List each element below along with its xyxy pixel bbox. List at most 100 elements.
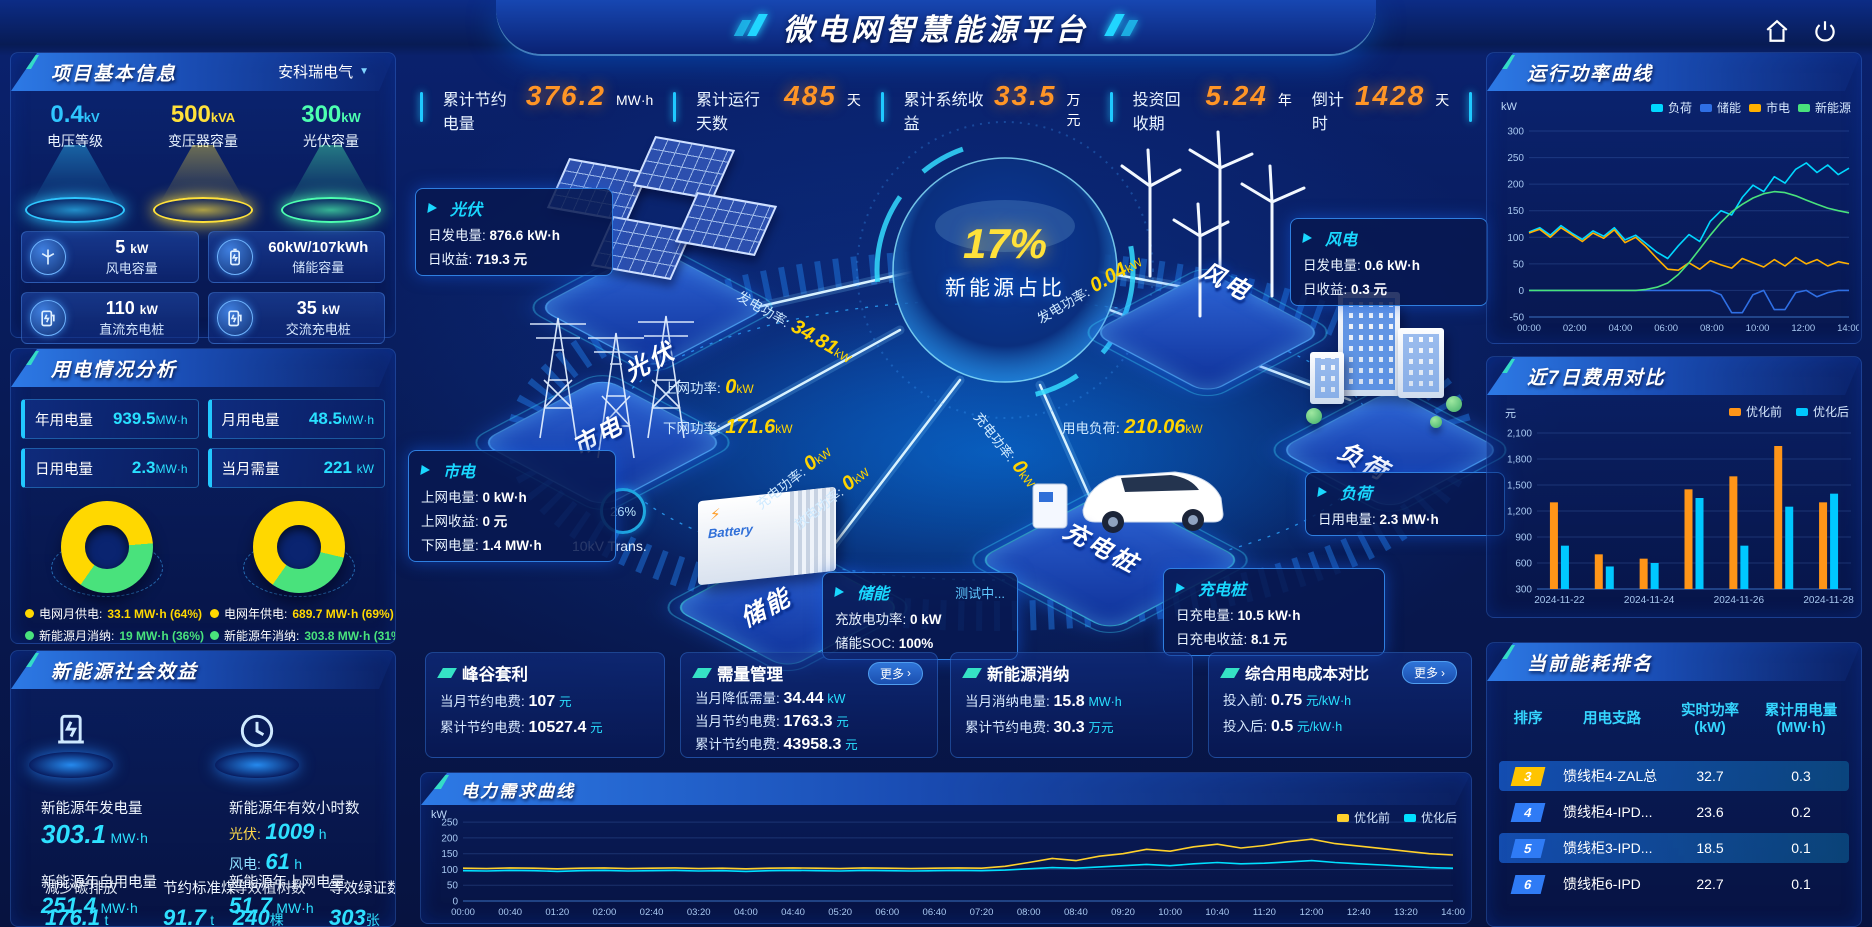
legend-grid-month: 电网月供电: 33.1 MW·h (64%) <box>25 605 210 622</box>
header-title-band: 微电网智慧能源平台 <box>496 0 1376 54</box>
ev-car-icon <box>1032 471 1224 533</box>
chart-legend: 负荷 储能 市电 新能源 <box>1650 99 1851 116</box>
y-axis-unit: 元 <box>1505 408 1516 420</box>
page-title: 微电网智慧能源平台 <box>783 14 1089 47</box>
pv-hours-value: 光伏: 1009 h <box>229 819 327 844</box>
stat-month-demand: 当月需量 221 kW <box>207 448 385 488</box>
flow-load-power: 用电负荷: 210.06kW <box>1062 416 1203 438</box>
panel-power-usage: 用电情况分析 年用电量 939.5MW·h 月用电量 48.5MW·h 日用电量 2.… <box>10 348 396 644</box>
svg-text:300: 300 <box>1507 127 1524 138</box>
table-row[interactable]: 3 馈线柜4-ZAL总 32.7 0.3 <box>1499 761 1849 791</box>
svg-text:07:20: 07:20 <box>970 907 994 918</box>
tooltip-grid: 市电 上网电量: 0 kW·h 上网收益: 0 元 下网电量: 1.4 MW·h <box>408 450 616 562</box>
svg-text:0: 0 <box>452 897 458 908</box>
home-icon[interactable] <box>1764 18 1790 44</box>
rank-badge: 3 <box>1510 766 1546 786</box>
table-row[interactable]: 4 馈线柜4-IPD... 23.6 0.2 <box>1499 797 1849 827</box>
to-grid-label: 新能源年上网电量 <box>229 875 345 891</box>
carbon-label: 减少碳排放 <box>45 881 118 897</box>
tooltip-wind: 风电 日发电量: 0.6 kW·h 日收益: 0.3 元 <box>1290 218 1488 306</box>
panel-cost-compare: 近7日费用对比 元 优化前 优化后 300 600 900 1,200 1,500 1,80… <box>1486 356 1862 618</box>
svg-text:08:00: 08:00 <box>1700 323 1724 334</box>
svg-text:08:40: 08:40 <box>1064 907 1088 918</box>
legend-item[interactable]: 优化前 <box>1728 403 1782 420</box>
card-cost-compare: 综合用电成本对比 更多 › 投入前: 0.75 元/kW·h 投入后: 0.5 元… <box>1208 652 1472 758</box>
donut-month-chart <box>47 497 167 601</box>
tooltip-storage: 储能 测试中... 充放电功率: 0 kW 储能SOC: 100% <box>822 572 1018 660</box>
svg-text:900: 900 <box>1515 533 1532 544</box>
legend-item[interactable]: 优化后 <box>1403 809 1457 826</box>
svg-text:2,100: 2,100 <box>1507 429 1532 440</box>
renewable-share: 17% 新能源占比 <box>945 220 1065 300</box>
svg-text:10:00: 10:00 <box>1746 323 1770 334</box>
svg-text:02:00: 02:00 <box>1563 323 1587 334</box>
svg-text:04:00: 04:00 <box>734 907 758 918</box>
capacity-dc-charger: 110 kW 直流充电桩 <box>21 292 199 344</box>
legend-item[interactable]: 储能 <box>1699 99 1741 116</box>
chart-legend: 优化前 优化后 <box>1336 809 1457 826</box>
tooltip-charger: 充电桩 日充电量: 10.5 kW·h 日充电收益: 8.1 元 <box>1163 568 1385 656</box>
card-renewable-consume: 新能源消纳 当月消纳电量: 15.8 MW·h 累计节约电费: 30.3 万元 <box>950 652 1193 758</box>
panel-title: 当前能耗排名 <box>1527 653 1654 675</box>
svg-text:10:00: 10:00 <box>1158 907 1182 918</box>
battery-icon <box>216 239 253 275</box>
power-icon[interactable] <box>1812 18 1838 44</box>
table-row[interactable]: 6 馈线柜6-IPD 22.7 0.1 <box>1499 869 1849 899</box>
svg-text:04:00: 04:00 <box>1609 323 1633 334</box>
charging-station-icon <box>25 709 117 778</box>
svg-text:03:20: 03:20 <box>687 907 711 918</box>
svg-text:08:00: 08:00 <box>1017 907 1041 918</box>
trees-value: 240棵 <box>233 905 284 927</box>
legend-renew-month: 新能源月消纳: 19 MW·h (36%) <box>25 627 210 644</box>
panel-title: 用电情况分析 <box>51 359 178 381</box>
panel-project-info: 项目基本信息 安科瑞电气 ▼ 0.4kV 电压等级 500kVA 变压器容量 30… <box>10 52 396 344</box>
svg-text:12:00: 12:00 <box>1300 907 1324 918</box>
clock-icon <box>211 709 303 778</box>
panel-energy-rank: 当前能耗排名 排序 用电支路 实时功率 (kW) 累计用电量 (MW·h) 3 馈线柜… <box>1486 642 1862 927</box>
svg-text:1,800: 1,800 <box>1507 455 1532 466</box>
svg-text:06:00: 06:00 <box>875 907 899 918</box>
more-button[interactable]: 更多 › <box>1401 661 1457 684</box>
tooltip-pv: 光伏 日发电量: 876.6 kW·h 日收益: 719.3 元 <box>415 188 613 276</box>
node-charger[interactable] <box>930 420 1260 632</box>
node-load[interactable] <box>1276 292 1504 520</box>
legend-item[interactable]: 优化后 <box>1795 403 1849 420</box>
legend-item[interactable]: 优化前 <box>1336 809 1390 826</box>
wind-turbine-icon <box>30 239 66 275</box>
to-grid-value: 51.7 MW·h <box>229 893 314 918</box>
panel-title: 运行功率曲线 <box>1527 63 1654 85</box>
svg-text:14:00: 14:00 <box>1441 907 1465 918</box>
dc-charger-icon <box>30 300 66 336</box>
svg-text:02:40: 02:40 <box>640 907 664 918</box>
kpi-energy-saved: 累计节约电量 376.2 MW·h <box>442 80 654 133</box>
coal-label: 节约标准煤 <box>163 881 236 897</box>
legend-renew-year: 新能源年消纳:303.8 MW·h (31%) <box>210 627 395 644</box>
node-wind[interactable] <box>1090 130 1330 400</box>
card-demand-mgmt: 需量管理 更多 › 当月降低需量: 34.44 kW 当月节约电费: 1763.3… <box>680 652 938 758</box>
self-use-label: 新能源年自用电量 <box>41 875 157 891</box>
node-grid[interactable] <box>470 300 730 530</box>
svg-text:150: 150 <box>1507 206 1524 217</box>
title-decor-right <box>1104 13 1139 41</box>
svg-text:13:20: 13:20 <box>1394 907 1418 918</box>
y-axis-unit: kW <box>431 809 447 821</box>
svg-text:100: 100 <box>1507 233 1524 244</box>
transmission-tower-icon <box>530 315 694 459</box>
panel-title: 新能源社会效益 <box>51 661 199 683</box>
more-button[interactable]: 更多 › <box>867 661 923 685</box>
panel-demand-curve: 电力需求曲线 kW 优化前 优化后 250 200 150 100 50 0 00:00 00:… <box>420 772 1472 924</box>
stat-month-usage: 月用电量 48.5MW·h <box>207 399 385 439</box>
svg-text:05:20: 05:20 <box>828 907 852 918</box>
legend-item[interactable]: 新能源 <box>1797 99 1851 116</box>
svg-text:0: 0 <box>1518 286 1524 297</box>
svg-text:00:40: 00:40 <box>498 907 522 918</box>
card-peak-valley: 峰谷套利 当月节约电费: 107 元 累计节约电费: 10527.4 元 <box>425 652 665 758</box>
legend-item[interactable]: 市电 <box>1748 99 1790 116</box>
legend-item[interactable]: 负荷 <box>1650 99 1692 116</box>
table-row[interactable]: 5 馈线柜3-IPD... 18.5 0.1 <box>1499 833 1849 863</box>
company-selector[interactable]: 安科瑞电气 ▼ <box>278 64 369 81</box>
wind-turbines-icon <box>1120 130 1306 318</box>
flow-from-grid: 下网功率: 171.6kW <box>663 416 793 438</box>
svg-text:02:00: 02:00 <box>593 907 617 918</box>
coal-value: 91.7 t <box>163 905 215 927</box>
